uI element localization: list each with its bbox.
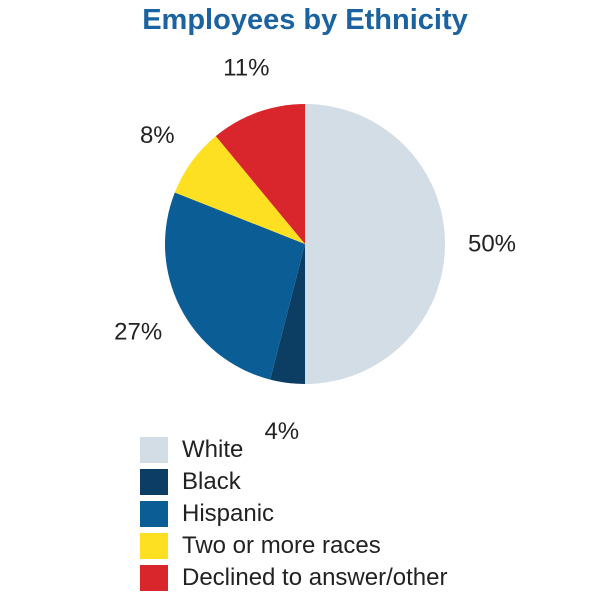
pie-label-black: 4% <box>264 418 299 445</box>
legend-swatch-declined <box>140 565 168 591</box>
pie-label-declined-to-answer-other: 11% <box>223 54 269 81</box>
legend-label-two-or-more-races: Two or more races <box>182 532 381 559</box>
legend-swatch-black <box>140 469 168 495</box>
pie-slice-two-or-more-races <box>174 136 305 244</box>
pie-label-hispanic: 27% <box>114 319 162 346</box>
pie-label-two-or-more-races: 8% <box>140 122 175 149</box>
legend-label-white: White <box>182 436 244 463</box>
pie-labels: 50% 4% 27% 8% 11% <box>114 54 516 445</box>
legend-item-two-or-more-races: Two or more races <box>140 530 447 562</box>
legend-item-hispanic: Hispanic <box>140 498 447 530</box>
legend-label-hispanic: Hispanic <box>182 500 275 527</box>
legend-label-declined: Declined to answer/other <box>182 564 448 591</box>
pie-slice-white <box>305 104 445 384</box>
legend-swatch-two-or-more-races <box>140 533 168 559</box>
chart-title: Employees by Ethnicity <box>142 4 468 36</box>
pie-slices <box>164 104 445 384</box>
pie-label-white: 50% <box>468 231 516 258</box>
legend-label-black: Black <box>182 468 241 495</box>
legend-swatch-hispanic <box>140 501 168 527</box>
legend: White Black Hispanic Two or more races D… <box>140 434 447 594</box>
legend-swatch-white <box>140 437 168 463</box>
pie-slice-black <box>270 244 305 384</box>
pie-slice-declined-to-answer-other <box>215 104 305 244</box>
pie-slice-hispanic <box>164 192 305 380</box>
legend-item-declined: Declined to answer/other <box>140 562 447 594</box>
legend-item-white: White <box>140 434 447 466</box>
legend-item-black: Black <box>140 466 447 498</box>
